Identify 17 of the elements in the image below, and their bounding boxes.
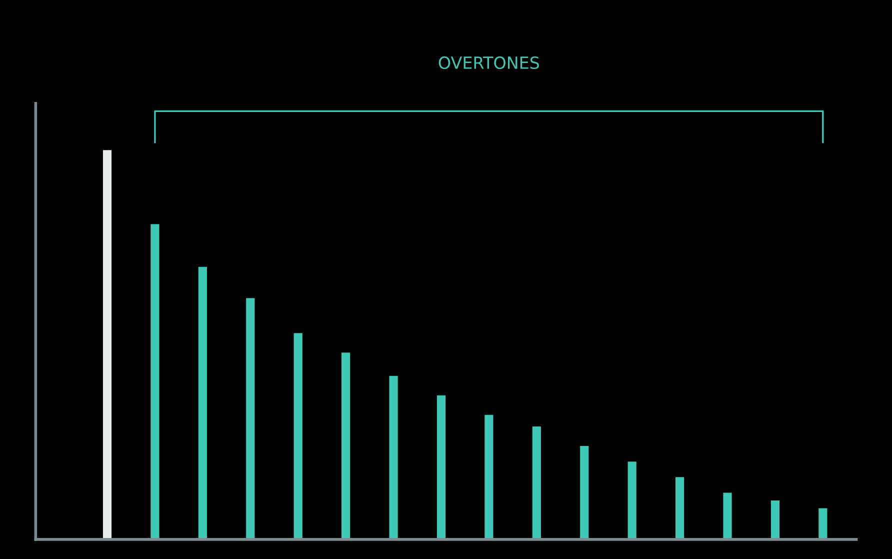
bar [675, 477, 684, 540]
bar [150, 224, 160, 540]
bar [389, 376, 398, 540]
text: OVERTONES [438, 56, 540, 70]
bar [580, 446, 589, 540]
bar [818, 508, 828, 540]
bar [198, 266, 207, 540]
bar [102, 150, 112, 540]
bar [628, 462, 636, 540]
bar [484, 414, 494, 540]
bar [246, 298, 255, 540]
bar [294, 333, 302, 540]
bar [723, 492, 732, 540]
bar [436, 395, 446, 540]
bar [770, 500, 780, 540]
bar [342, 352, 350, 540]
bar [532, 426, 541, 540]
